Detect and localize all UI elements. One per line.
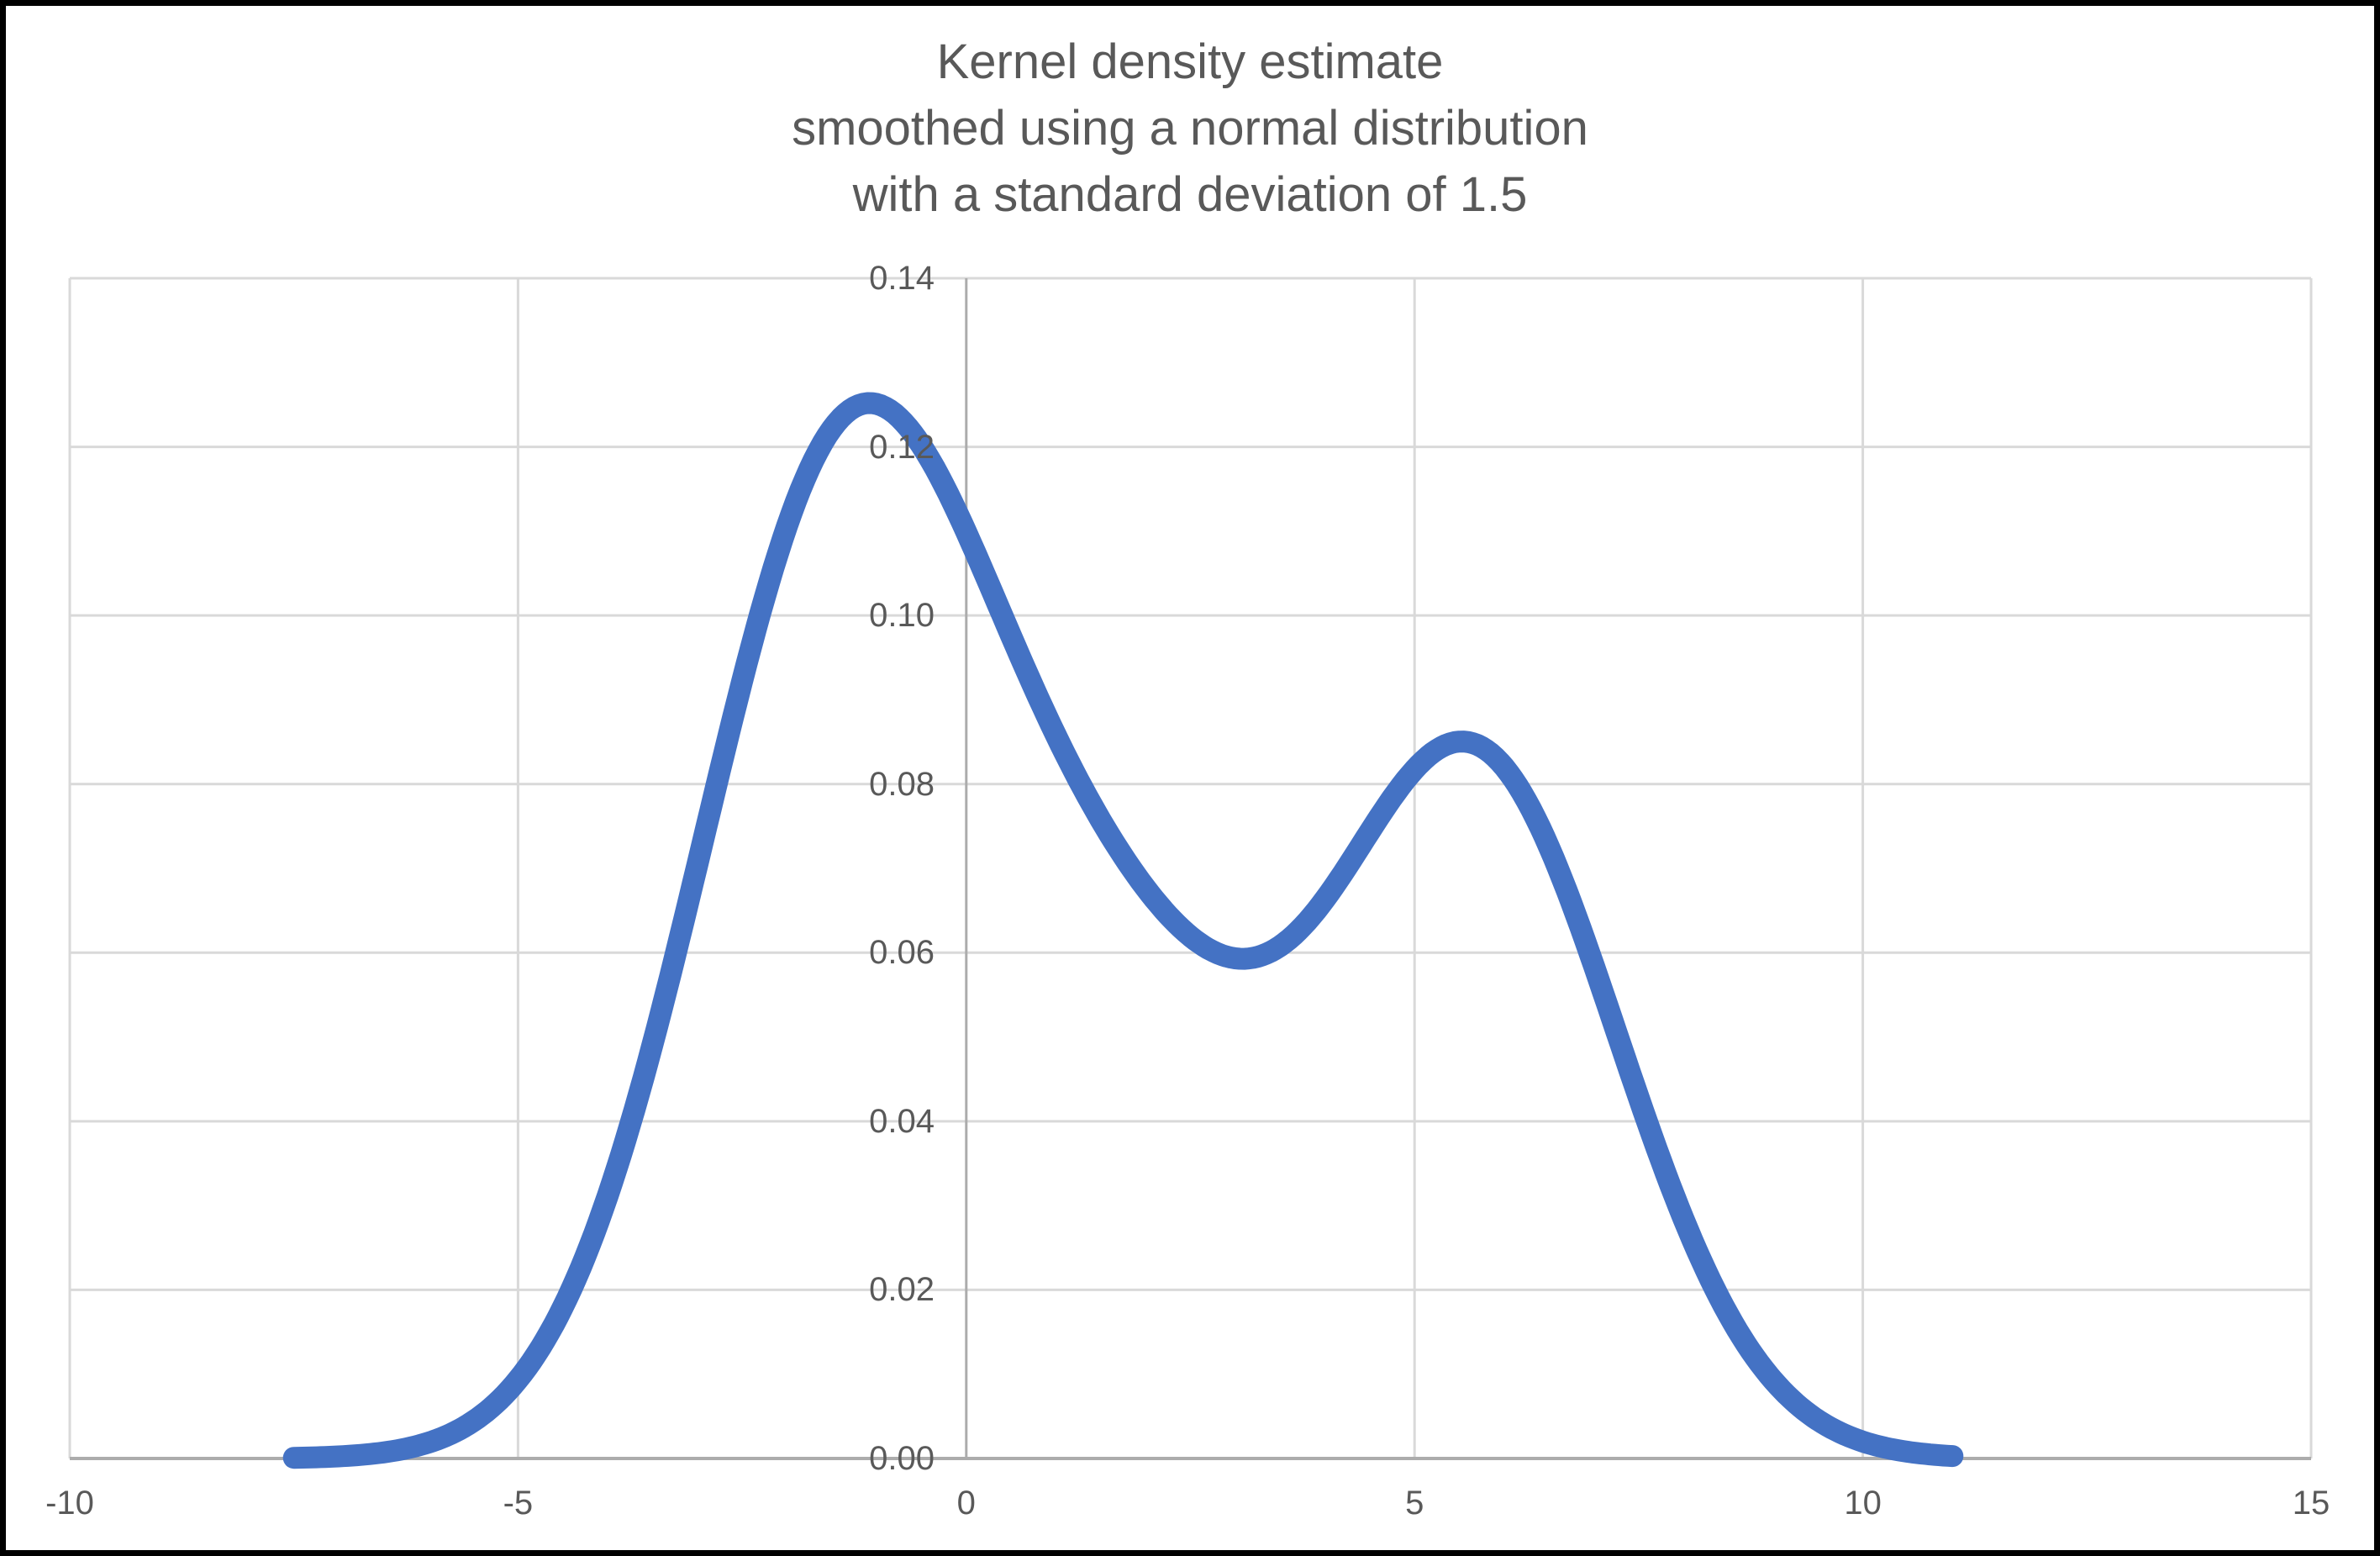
y-tick-label-0.08: 0.08 (869, 765, 935, 803)
y-tick-label-0.00: 0.00 (869, 1440, 935, 1477)
x-tick-label-10: 10 (1844, 1485, 1882, 1522)
y-tick-label-0.02: 0.02 (869, 1271, 935, 1309)
y-tick-label-0.04: 0.04 (869, 1102, 935, 1140)
chart-title: Kernel density estimate smoothed using a… (0, 29, 2380, 228)
x-tick-label-5: 5 (1405, 1485, 1424, 1522)
x-tick-label-15: 15 (2292, 1485, 2330, 1522)
chart-title-line-1: Kernel density estimate (936, 34, 1444, 89)
y-tick-label-0.10: 0.10 (869, 597, 935, 635)
y-tick-label-0.06: 0.06 (869, 934, 935, 972)
y-tick-label-0.12: 0.12 (869, 428, 935, 466)
x-tick-label-0: 0 (956, 1485, 976, 1522)
chart-title-line-2: smoothed using a normal distribution (792, 101, 1588, 156)
x-tick-label--5: -5 (503, 1485, 534, 1522)
chart-title-line-3: with a standard deviation of 1.5 (852, 167, 1528, 222)
y-tick-label-0.14: 0.14 (869, 260, 935, 297)
kde-curve (282, 392, 1964, 1469)
x-tick-label--10: -10 (45, 1485, 94, 1522)
